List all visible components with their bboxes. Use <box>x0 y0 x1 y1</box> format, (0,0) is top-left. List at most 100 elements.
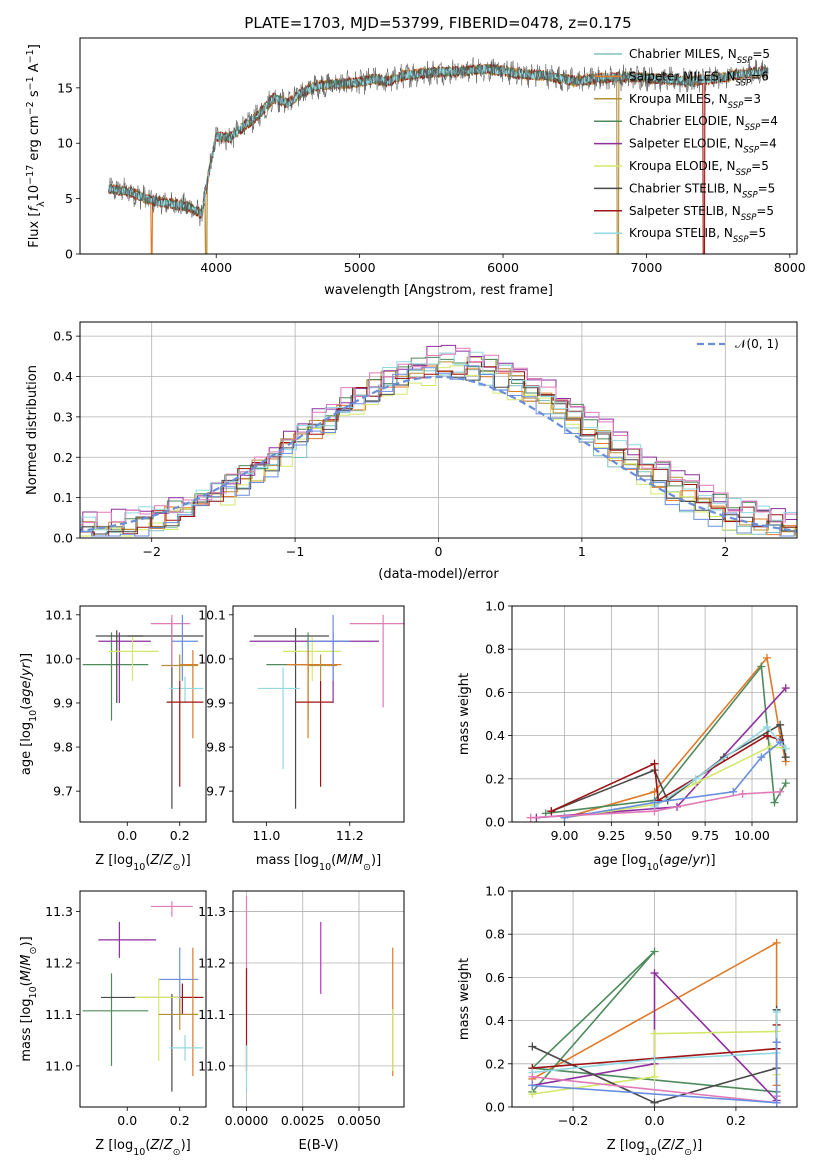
errorbar-point <box>169 676 204 703</box>
errorbar-point <box>179 650 199 739</box>
weight-point-marker <box>650 969 659 978</box>
x-tick-label: 10.00 <box>734 828 770 843</box>
x-tick-label: 9.50 <box>644 828 672 843</box>
panel-spectrum: 4000 5000 6000 7000 8000 0 5 10 15 wavelength [An… <box>25 37 806 298</box>
x-axis-label: Z [log10(Z/Z⊙)] <box>607 1138 702 1158</box>
errorbar-point <box>287 650 342 739</box>
errorbar-point <box>150 901 193 917</box>
x-tick-label: 11.0 <box>252 828 280 843</box>
errorbar-point <box>253 628 329 809</box>
x-tick-label: 0.0 <box>117 1113 137 1128</box>
y-tick-label: 0.8 <box>485 927 505 942</box>
y-tick-label: 11.1 <box>198 1007 226 1022</box>
weight-point-marker <box>781 753 790 762</box>
y-tick-label: 0.0 <box>485 1100 505 1115</box>
weight-point-marker <box>763 731 771 740</box>
weight-point-marker <box>738 789 747 798</box>
x-tick-label: 9.25 <box>597 828 625 843</box>
weight-point-marker <box>770 798 779 807</box>
y-tick-label: 0.4 <box>485 1013 505 1028</box>
legend-entry: Kroupa ELODIE, NSSP=5 <box>629 159 769 178</box>
plot-area <box>528 938 781 1107</box>
weight-point-marker <box>650 1072 659 1081</box>
legend-entry: Chabrier ELODIE, NSSP=4 <box>629 114 778 133</box>
x-axis-label: Z [log10(Z/Z⊙)] <box>95 1138 190 1158</box>
y-tick-label: 10.0 <box>45 651 73 666</box>
x-tick-label: 2 <box>721 544 729 559</box>
errorbar-point <box>127 619 204 809</box>
x-axis-label: E(B-V) <box>298 1138 338 1153</box>
y-tick-label: 9.9 <box>53 695 73 710</box>
weight-point-marker <box>772 1007 781 1016</box>
y-tick-label: 9.8 <box>206 740 226 755</box>
weight-point-marker <box>772 1098 781 1107</box>
residual-histogram <box>80 365 797 537</box>
axes-frame <box>232 890 405 1108</box>
x-axis-label: mass [log10(M/M⊙)] <box>256 853 381 873</box>
panel-age-vs-Z: 0.0 0.2 9.7 9.8 9.9 10.0 10.1 Z [log10(Z/Z⊙)] ag… <box>19 605 207 873</box>
errorbar-point <box>135 978 180 1061</box>
x-tick-label: 9.00 <box>551 828 579 843</box>
panel-mass-vs-ebv: 0.0000 0.0025 0.0050 11.0 11.1 11.2 11.3 E(B-V) <box>198 890 405 1153</box>
weight-point-marker <box>781 779 790 788</box>
x-tick-label: 1 <box>578 544 586 559</box>
x-tick-label: 9.75 <box>691 828 719 843</box>
errorbar-point <box>158 999 199 1030</box>
plot-area <box>80 344 797 537</box>
axes-frame <box>79 890 207 1108</box>
x-tick-label: −1 <box>286 544 304 559</box>
panel-age-vs-mass: 11.0 11.2 9.7 9.8 9.9 10.0 10.1 mass [log10(M/M… <box>198 605 405 873</box>
legend-entry: Kroupa STELIB, NSSP=5 <box>629 226 766 245</box>
weight-point-marker <box>541 809 550 818</box>
residual-histogram <box>80 347 797 526</box>
y-tick-label: 0.2 <box>485 771 505 786</box>
errorbar-point <box>283 636 342 681</box>
x-axis-label: age [log10(age/yr)] <box>593 853 715 873</box>
y-tick-label: 10.0 <box>198 651 226 666</box>
plot-area <box>82 614 204 809</box>
y-tick-label: 0.4 <box>485 728 505 743</box>
y-tick-label: 5 <box>65 191 73 206</box>
plot-area <box>82 901 204 1092</box>
x-tick-label: 6000 <box>487 260 519 275</box>
y-tick-label: 9.8 <box>53 740 73 755</box>
errorbar-point <box>108 636 159 681</box>
x-tick-label: 0.0 <box>645 1113 665 1128</box>
errorbar-point <box>82 973 149 1066</box>
y-tick-label: 9.7 <box>206 784 226 799</box>
weight-point-marker <box>650 1029 659 1038</box>
x-tick-label: 0.0050 <box>337 1113 381 1128</box>
x-tick-label: 4000 <box>200 260 232 275</box>
plot-area <box>526 653 790 822</box>
weight-point-marker <box>650 1055 659 1064</box>
weight-point-marker <box>776 720 785 729</box>
errorbar-point <box>82 632 149 721</box>
weight-series-line <box>530 791 781 819</box>
errorbar-point <box>266 632 334 721</box>
y-axis-label: age [log10(age/yr)] <box>19 653 39 775</box>
weight-point-marker <box>650 807 659 816</box>
x-axis-label: wavelength [Angstrom, rest frame] <box>324 283 553 298</box>
weight-series-line <box>564 741 781 819</box>
weight-point-marker <box>757 662 766 671</box>
errorbar-point <box>98 632 151 703</box>
weight-point-marker <box>763 722 771 731</box>
legend-entry-gaussian: 𝒩(0, 1) <box>735 337 779 351</box>
axes-frame <box>79 605 207 823</box>
errorbar-point <box>171 614 199 681</box>
x-tick-label: 5000 <box>344 260 376 275</box>
y-tick-label: 0.1 <box>53 490 73 505</box>
y-tick-label: 11.2 <box>45 956 73 971</box>
y-tick-label: 10.1 <box>45 607 73 622</box>
x-tick-label: 0.0 <box>117 828 137 843</box>
weight-point-marker <box>650 947 659 956</box>
weight-point-marker <box>560 813 569 822</box>
errorbar-point <box>161 654 199 681</box>
errorbar-point <box>258 667 300 770</box>
y-axis-label: mass [log10(M/M⊙)] <box>19 936 39 1061</box>
errorbar-point <box>98 921 157 958</box>
errorbar-point <box>158 947 199 1015</box>
weight-point-marker <box>729 787 738 796</box>
weight-point-marker <box>691 774 700 783</box>
